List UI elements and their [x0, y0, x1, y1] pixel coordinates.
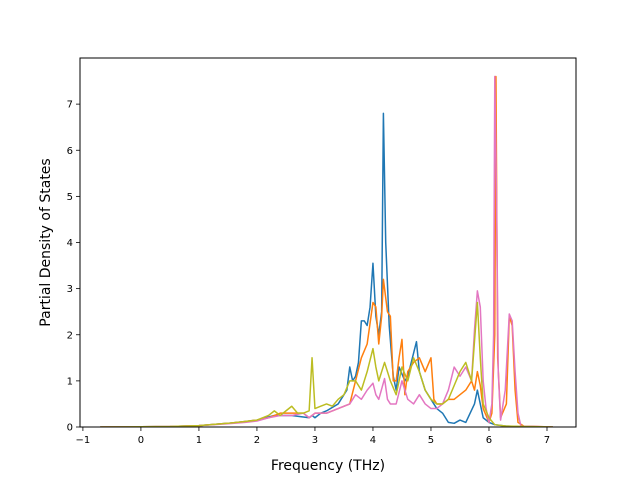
- y-tick-label: 4: [67, 238, 73, 249]
- x-axis: −1 0 1 2 3 4 5 6 7: [76, 427, 550, 446]
- x-tick-label: 2: [254, 435, 260, 446]
- x-tick-label: 0: [138, 435, 144, 446]
- x-tick-label: 6: [486, 435, 492, 446]
- y-tick-label: 6: [67, 146, 73, 157]
- y-tick-label: 5: [67, 192, 73, 203]
- y-tick-label: 3: [67, 284, 73, 295]
- y-axis: 0 1 2 3 4 5 6 7: [67, 100, 80, 434]
- x-tick-label: 5: [428, 435, 434, 446]
- x-tick-label: 7: [544, 435, 550, 446]
- series-line-4: [100, 301, 553, 427]
- plot-area: [80, 58, 576, 427]
- y-tick-label: 0: [67, 423, 73, 434]
- y-axis-title: Partial Density of States: [38, 158, 54, 326]
- x-tick-label: −1: [76, 435, 91, 446]
- series-group: [100, 75, 553, 427]
- y-tick-label: 7: [67, 100, 73, 111]
- series-line-3: [100, 75, 553, 427]
- x-axis-title: Frequency (THz): [271, 458, 385, 474]
- x-tick-label: 3: [312, 435, 318, 446]
- x-tick-label: 1: [196, 435, 202, 446]
- y-tick-label: 1: [67, 376, 73, 387]
- x-tick-label: 4: [370, 435, 376, 446]
- y-tick-label: 2: [67, 330, 73, 341]
